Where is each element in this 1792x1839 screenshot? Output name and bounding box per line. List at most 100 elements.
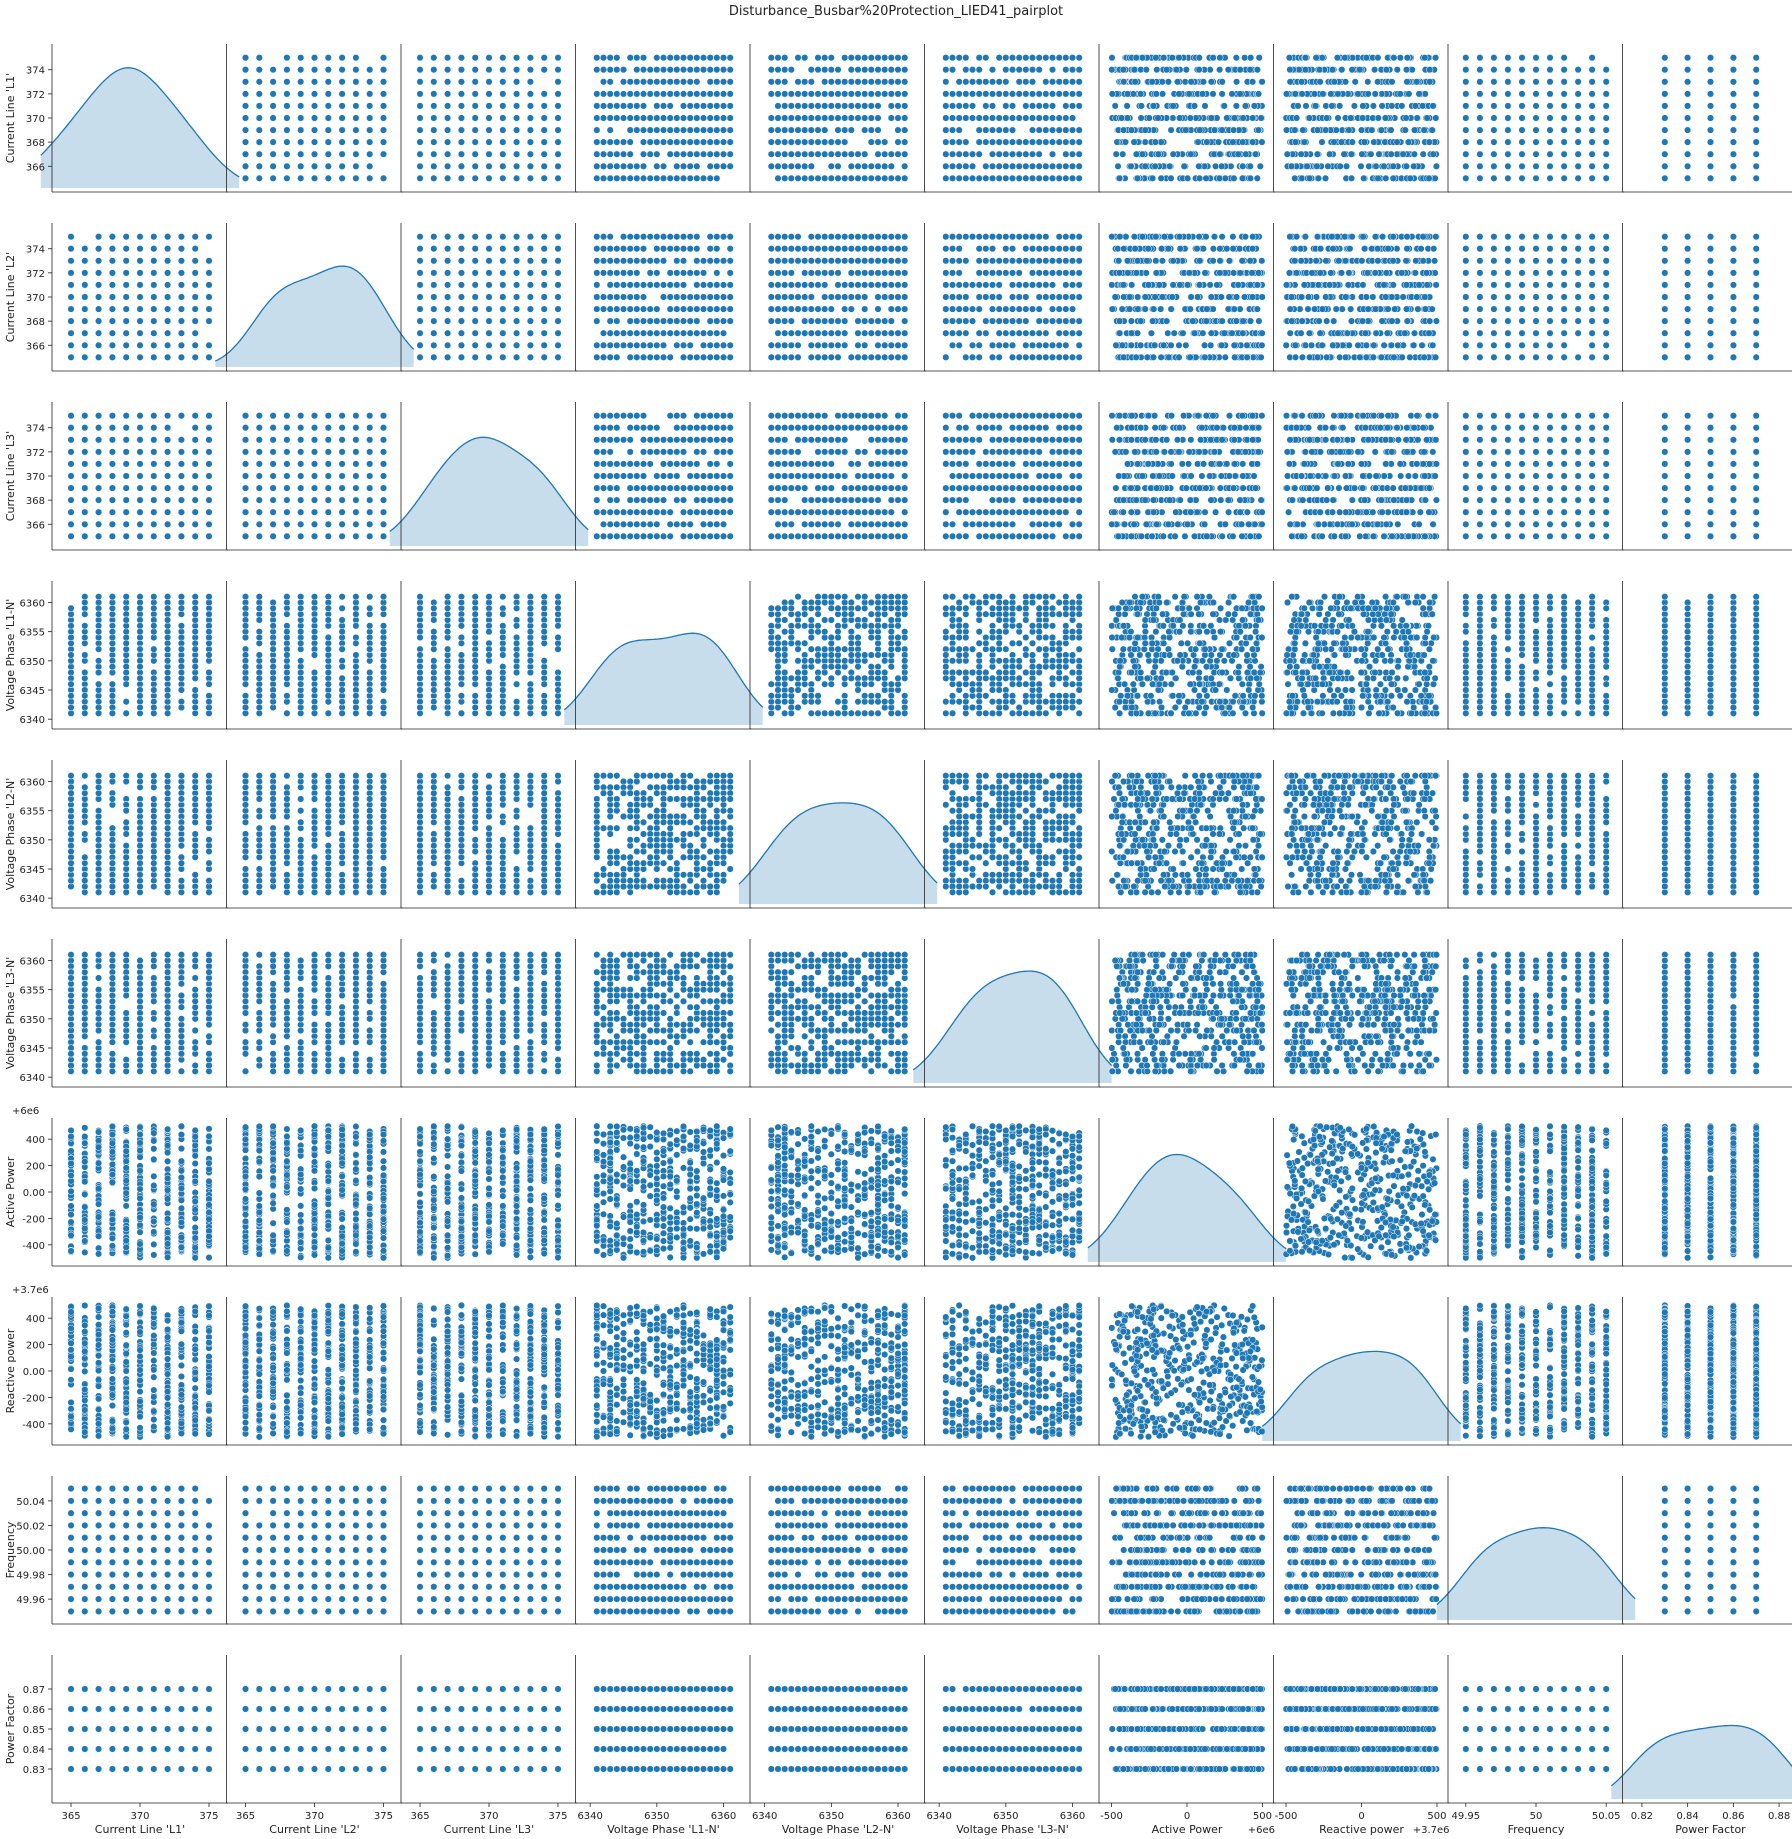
scatter-point xyxy=(1009,115,1016,122)
scatter-point xyxy=(828,163,835,170)
scatter-point xyxy=(1109,54,1116,61)
scatter-point xyxy=(976,139,983,146)
scatter-point xyxy=(1328,91,1335,98)
scatter-point xyxy=(841,175,848,182)
scatter-point xyxy=(901,163,908,170)
scatter-point xyxy=(841,91,848,98)
scatter-point xyxy=(1016,79,1023,86)
scatter-point xyxy=(788,103,795,110)
scatter-point xyxy=(311,151,318,158)
scatter-point xyxy=(1143,66,1150,73)
scatter-point xyxy=(297,91,304,98)
scatter-point xyxy=(1076,79,1083,86)
scatter-point xyxy=(339,103,346,110)
scatter-point xyxy=(541,91,548,98)
scatter-point xyxy=(875,151,882,158)
scatter-point xyxy=(895,139,902,146)
scatter-point xyxy=(541,175,548,182)
scatter-point xyxy=(788,151,795,158)
scatter-point xyxy=(848,54,855,61)
scatter-point xyxy=(855,66,862,73)
scatter-point xyxy=(1420,151,1427,158)
scatter-point xyxy=(1342,79,1349,86)
scatter-point xyxy=(881,79,888,86)
scatter-point xyxy=(654,54,661,61)
scatter-point xyxy=(1368,151,1375,158)
scatter-point xyxy=(1049,139,1056,146)
scatter-point xyxy=(325,163,332,170)
scatter-point xyxy=(788,66,795,73)
scatter-point xyxy=(901,175,908,182)
scatter-point xyxy=(888,163,895,170)
scatter-point xyxy=(835,127,842,134)
scatter-point xyxy=(848,66,855,73)
scatter-point xyxy=(1491,91,1498,98)
scatter-point xyxy=(1076,66,1083,73)
scatter-point xyxy=(660,175,667,182)
scatter-point xyxy=(1016,66,1023,73)
scatter-point xyxy=(594,91,601,98)
scatter-point xyxy=(500,66,507,73)
scatter-point xyxy=(541,151,548,158)
scatter-point xyxy=(667,139,674,146)
scatter-point xyxy=(1258,115,1265,122)
scatter-point xyxy=(1168,127,1175,134)
scatter-point xyxy=(513,127,520,134)
scatter-point xyxy=(1381,163,1388,170)
scatter-point xyxy=(861,103,868,110)
scatter-point xyxy=(1219,127,1226,134)
scatter-point xyxy=(256,163,263,170)
scatter-point xyxy=(1331,139,1338,146)
scatter-point xyxy=(1383,175,1390,182)
scatter-point xyxy=(458,79,465,86)
scatter-point xyxy=(431,175,438,182)
scatter-point xyxy=(901,66,908,73)
scatter-point xyxy=(555,127,562,134)
scatter-point xyxy=(888,66,895,73)
scatter-point xyxy=(956,91,963,98)
scatter-point xyxy=(1153,54,1160,61)
scatter-point xyxy=(949,91,956,98)
scatter-point xyxy=(996,91,1003,98)
scatter-point xyxy=(720,103,727,110)
scatter-point xyxy=(788,163,795,170)
scatter-point xyxy=(1197,127,1204,134)
scatter-point xyxy=(607,127,614,134)
scatter-point xyxy=(1063,66,1070,73)
scatter-point xyxy=(700,54,707,61)
scatter-point xyxy=(895,79,902,86)
scatter-point xyxy=(1124,91,1131,98)
scatter-point xyxy=(1202,103,1209,110)
scatter-point xyxy=(861,79,868,86)
scatter-point xyxy=(687,103,694,110)
scatter-point xyxy=(1142,139,1149,146)
scatter-point xyxy=(647,115,654,122)
scatter-point xyxy=(768,91,775,98)
scatter-point xyxy=(1115,163,1122,170)
scatter-point xyxy=(1170,151,1177,158)
scatter-point xyxy=(881,163,888,170)
scatter-point xyxy=(541,66,548,73)
scatter-point xyxy=(1196,175,1203,182)
scatter-point xyxy=(888,103,895,110)
scatter-point xyxy=(901,151,908,158)
scatter-point xyxy=(674,127,681,134)
scatter-point xyxy=(808,91,815,98)
scatter-point xyxy=(607,79,614,86)
scatter-point xyxy=(614,66,621,73)
scatter-point xyxy=(647,139,654,146)
scatter-point xyxy=(555,151,562,158)
scatter-point xyxy=(680,103,687,110)
scatter-point xyxy=(1339,66,1346,73)
scatter-point xyxy=(242,115,249,122)
scatter-point xyxy=(875,175,882,182)
scatter-point xyxy=(1049,151,1056,158)
scatter-point xyxy=(815,127,822,134)
scatter-point xyxy=(500,175,507,182)
scatter-point xyxy=(1314,127,1321,134)
scatter-point xyxy=(311,54,318,61)
scatter-point xyxy=(284,103,291,110)
scatter-point xyxy=(1426,66,1433,73)
scatter-point xyxy=(861,151,868,158)
scatter-point xyxy=(1430,151,1437,158)
